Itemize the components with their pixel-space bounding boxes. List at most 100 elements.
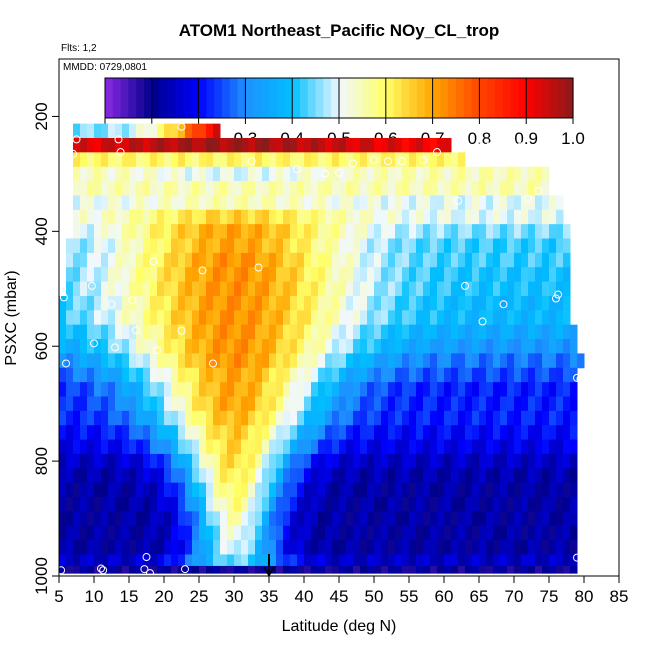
heatmap-cell: [423, 339, 431, 354]
heatmap-cell: [353, 554, 361, 567]
heatmap-cell: [367, 324, 375, 340]
heatmap-cell: [402, 439, 410, 455]
heatmap-cell: [563, 511, 571, 527]
heatmap-cell: [479, 439, 487, 455]
heatmap-cell: [290, 252, 298, 268]
heatmap-cell: [479, 453, 487, 469]
heatmap-cell: [493, 410, 501, 426]
heatmap-cell: [122, 382, 130, 397]
heatmap-cell: [94, 238, 102, 254]
heatmap-cell: [73, 468, 81, 484]
heatmap-cell: [101, 281, 109, 297]
heatmap-cell: [143, 295, 151, 311]
heatmap-cell: [80, 565, 88, 574]
heatmap-cell: [122, 396, 130, 412]
heatmap-cell: [262, 511, 270, 527]
heatmap-cell: [402, 382, 410, 397]
heatmap-cell: [101, 209, 109, 225]
heatmap-cell: [535, 453, 543, 469]
heatmap-cell: [297, 238, 305, 254]
heatmap-cell: [171, 123, 179, 139]
heatmap-cell: [108, 137, 116, 153]
heatmap-cell: [395, 281, 403, 297]
heatmap-cell: [115, 310, 123, 326]
heatmap-cell: [472, 525, 480, 541]
heatmap-cell: [73, 396, 81, 412]
heatmap-cell: [388, 339, 396, 354]
heatmap-cell: [276, 152, 284, 168]
heatmap-cell: [248, 367, 256, 383]
heatmap-cell: [423, 137, 431, 153]
heatmap-cell: [521, 224, 529, 240]
heatmap-cell: [409, 396, 417, 412]
heatmap-cell: [255, 482, 263, 498]
heatmap-cell: [213, 497, 221, 512]
data-point: [97, 564, 105, 573]
heatmap-cell: [297, 525, 305, 541]
heatmap-cell: [248, 209, 256, 225]
heatmap-cell: [213, 310, 221, 326]
heatmap-cell: [402, 224, 410, 240]
heatmap-cell: [171, 497, 179, 512]
heatmap-cell: [430, 339, 438, 354]
heatmap-cell: [507, 554, 515, 567]
heatmap-cell: [507, 468, 515, 484]
heatmap-cell: [451, 554, 459, 567]
heatmap-cell: [535, 181, 543, 196]
heatmap-cell: [353, 224, 361, 240]
heatmap-cell: [178, 554, 186, 567]
heatmap-cell: [304, 339, 312, 354]
heatmap-cell: [129, 396, 137, 412]
heatmap-cell: [423, 353, 431, 369]
heatmap-cell: [493, 525, 501, 541]
heatmap-cell: [570, 453, 578, 469]
heatmap-cell: [290, 367, 298, 383]
heatmap-cell: [150, 295, 158, 311]
heatmap-cell: [80, 554, 88, 567]
heatmap-cell: [136, 195, 144, 211]
heatmap-cell: [563, 367, 571, 383]
heatmap-cell: [73, 123, 81, 139]
heatmap-cell: [227, 382, 235, 397]
heatmap-cell: [437, 137, 445, 153]
data-point: [573, 373, 581, 382]
x-tick-label: 60: [435, 587, 454, 606]
heatmap-cell: [227, 396, 235, 412]
flights-label: Flts: 1,2: [61, 43, 97, 54]
heatmap-cell: [255, 281, 263, 297]
heatmap-cell: [353, 339, 361, 354]
heatmap-cell: [150, 439, 158, 455]
colorbar-swatch: [518, 78, 527, 118]
heatmap-cell: [325, 367, 333, 383]
heatmap-cell: [94, 525, 102, 541]
heatmap-cell: [304, 195, 312, 211]
heatmap-cell: [94, 224, 102, 240]
heatmap-cell: [528, 565, 536, 574]
heatmap-cell: [122, 252, 130, 268]
heatmap-cell: [521, 565, 529, 574]
heatmap-cell: [157, 367, 165, 383]
heatmap-cell: [136, 482, 144, 498]
heatmap-cell: [213, 425, 221, 441]
heatmap-cell: [283, 310, 291, 326]
colorbar-swatch: [409, 78, 418, 118]
heatmap-cell: [101, 554, 109, 567]
heatmap-cell: [115, 525, 123, 541]
heatmap-cell: [171, 324, 179, 340]
heatmap-cell: [360, 482, 368, 498]
heatmap-cell: [402, 497, 410, 512]
heatmap-cell: [227, 181, 235, 196]
heatmap-cell: [360, 209, 368, 225]
heatmap-cell: [360, 224, 368, 240]
heatmap-cell: [178, 367, 186, 383]
colorbar-swatch: [323, 78, 332, 118]
colorbar-swatch: [151, 78, 161, 118]
colorbar-swatch: [432, 78, 441, 118]
heatmap-cell: [360, 382, 368, 397]
heatmap-cell: [318, 396, 326, 412]
heatmap-cell: [80, 123, 88, 139]
heatmap-cell: [87, 554, 95, 567]
data-point: [132, 326, 140, 335]
heatmap-cell: [213, 252, 221, 268]
heatmap-cell: [332, 453, 340, 469]
